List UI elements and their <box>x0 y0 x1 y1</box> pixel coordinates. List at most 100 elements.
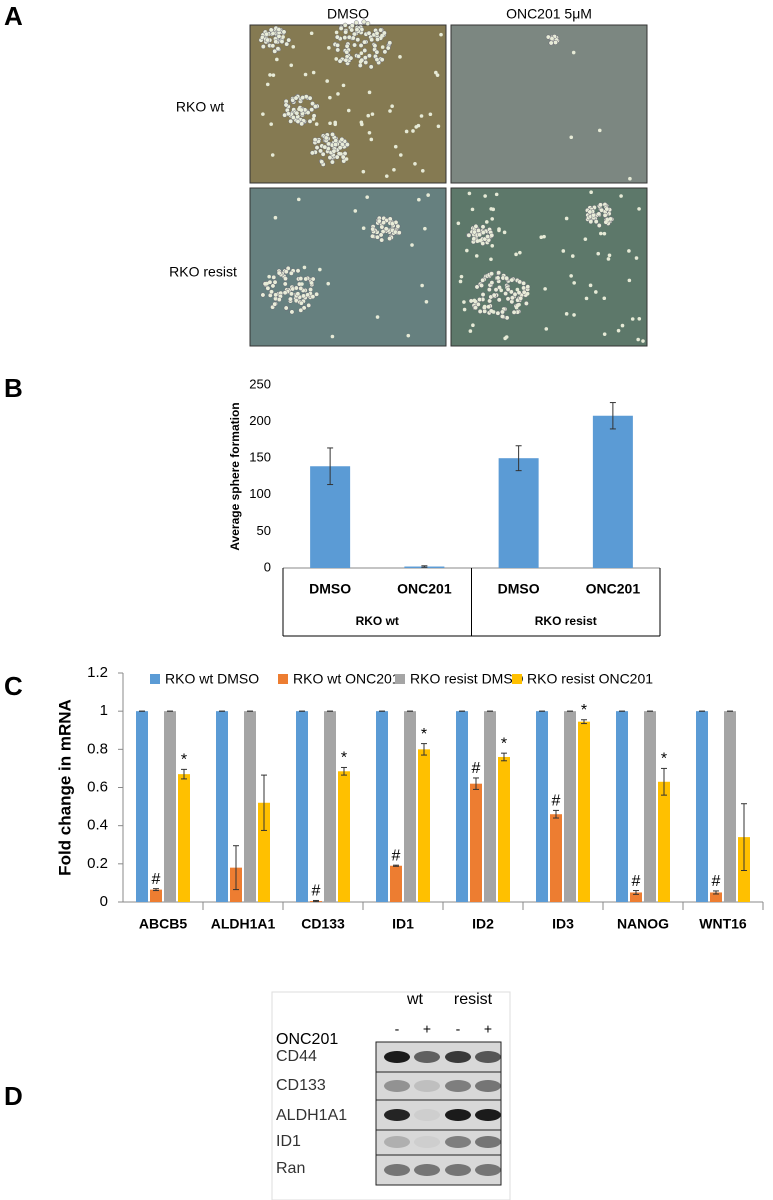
cell <box>523 301 529 306</box>
cell <box>572 313 576 317</box>
cell <box>301 293 306 299</box>
cell <box>273 292 279 298</box>
cell <box>434 70 438 75</box>
cell <box>616 328 621 333</box>
cell <box>379 237 385 243</box>
bar <box>578 721 590 902</box>
cell <box>307 118 313 124</box>
cell <box>341 83 346 88</box>
cell <box>472 298 477 303</box>
band <box>414 1136 440 1148</box>
cell <box>479 283 484 288</box>
cell <box>387 236 393 241</box>
cell <box>593 219 599 225</box>
cell <box>344 43 350 49</box>
cell <box>299 121 305 127</box>
bar <box>258 802 270 902</box>
cell <box>420 168 425 173</box>
cell <box>602 332 607 336</box>
cell <box>265 82 270 87</box>
cell <box>330 132 335 137</box>
cell <box>459 274 464 279</box>
cell <box>283 102 289 108</box>
cell <box>503 336 507 341</box>
band-label: CD133 <box>276 1077 326 1094</box>
cell <box>390 104 394 109</box>
cell <box>370 226 376 232</box>
panel-label: C <box>4 671 23 701</box>
cell <box>367 53 372 59</box>
cell <box>346 34 352 40</box>
cell <box>283 276 288 282</box>
cell <box>588 219 594 225</box>
x-tick-label: DMSO <box>498 581 540 597</box>
cell <box>398 55 402 59</box>
cell <box>426 193 430 197</box>
cell <box>477 309 483 314</box>
legend-swatch <box>512 674 522 684</box>
bar <box>696 711 708 902</box>
bar <box>418 749 430 902</box>
micrographs <box>249 19 648 347</box>
x-tick-label: ALDH1A1 <box>211 916 276 932</box>
cell <box>516 290 522 296</box>
cell <box>487 298 492 304</box>
cell <box>596 223 602 228</box>
cell <box>385 45 391 51</box>
cell <box>602 212 608 218</box>
significance-marker: # <box>552 793 561 810</box>
western-blot: wt resist ONC201 - + - + CD44 CD133 ALDH… <box>271 991 511 1200</box>
cell <box>607 253 612 258</box>
cell <box>572 281 576 285</box>
band <box>445 1136 471 1148</box>
cell <box>307 95 313 101</box>
cell <box>517 302 521 307</box>
cell <box>314 291 320 297</box>
cell <box>303 276 309 282</box>
cell <box>338 26 344 31</box>
cell <box>334 34 340 40</box>
cell <box>370 233 375 239</box>
significance-marker: * <box>181 752 187 769</box>
cell <box>594 290 598 294</box>
cell <box>339 142 345 147</box>
cell <box>279 39 285 44</box>
band <box>475 1080 501 1092</box>
cell <box>468 329 473 333</box>
band-label: ID1 <box>276 1133 301 1150</box>
cell <box>273 39 279 45</box>
micrograph <box>450 24 648 184</box>
cell <box>382 49 388 55</box>
cell <box>346 108 351 113</box>
bar <box>550 814 562 902</box>
band <box>414 1164 440 1176</box>
cell <box>495 275 501 281</box>
cell <box>641 339 645 343</box>
cell <box>270 43 276 49</box>
cell <box>596 211 602 217</box>
cell <box>620 323 625 328</box>
column-label: DMSO <box>327 6 369 22</box>
band <box>384 1080 410 1092</box>
cell <box>525 291 530 296</box>
band <box>414 1109 440 1121</box>
cell <box>509 295 515 301</box>
cell <box>414 125 419 129</box>
cell <box>289 291 294 297</box>
legend-label: RKO wt DMSO <box>165 671 259 687</box>
y-tick-label: 250 <box>249 376 271 391</box>
cell <box>311 117 316 121</box>
cell <box>343 57 349 63</box>
band <box>445 1080 471 1092</box>
cell <box>525 284 531 290</box>
cell <box>281 29 287 35</box>
cell <box>361 226 366 231</box>
band <box>414 1080 440 1092</box>
cell <box>404 129 409 134</box>
cell <box>330 334 335 339</box>
cell <box>378 27 384 33</box>
significance-marker: # <box>392 847 401 864</box>
cell <box>474 254 479 258</box>
cell <box>378 232 384 238</box>
